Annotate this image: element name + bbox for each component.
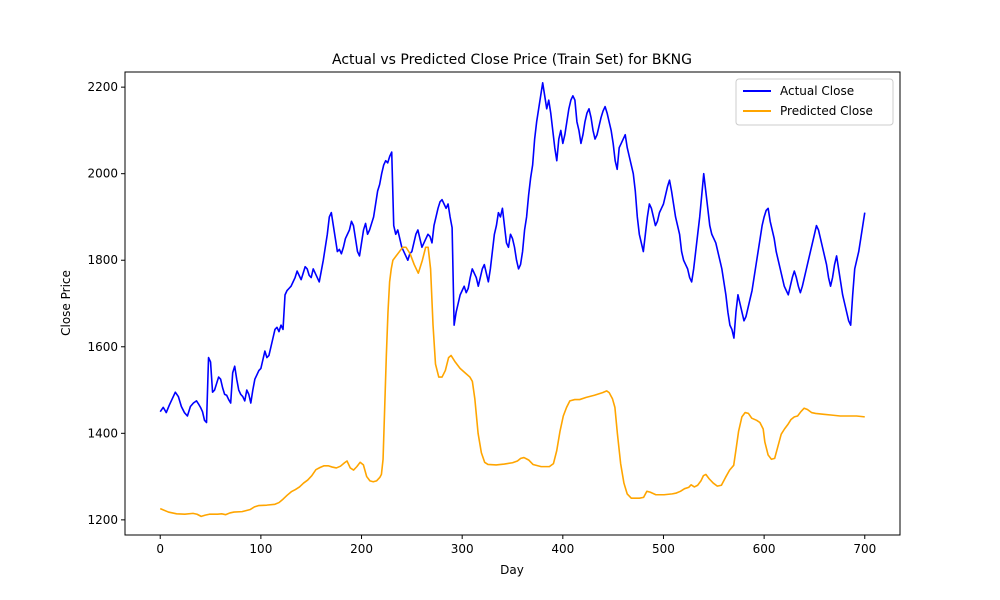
x-tick-label: 500 (652, 542, 675, 556)
y-tick-label: 1600 (87, 340, 118, 354)
x-tick-label: 700 (853, 542, 876, 556)
legend: Actual Close Predicted Close (735, 78, 894, 126)
x-tick-label: 0 (156, 542, 164, 556)
y-tick-label: 2000 (87, 167, 118, 181)
legend-frame (735, 78, 894, 126)
series-line-actual-close (159, 82, 866, 424)
x-tick-label: 400 (551, 542, 574, 556)
x-tick-label: 100 (249, 542, 272, 556)
legend-label-actual-close: Actual Close (780, 84, 854, 98)
x-tick-label: 200 (350, 542, 373, 556)
plot-frame (124, 71, 901, 536)
series-line-predicted-close (159, 246, 865, 518)
chart-title: Actual vs Predicted Close Price (Train S… (332, 52, 692, 68)
x-axis: 0 100 200 300 400 500 600 700 (156, 535, 876, 556)
plot-area (124, 71, 901, 536)
x-tick-label: 600 (753, 542, 776, 556)
y-tick-label: 2200 (87, 80, 118, 94)
y-tick-label: 1400 (87, 426, 118, 440)
y-axis-title: Close Price (59, 270, 73, 336)
x-axis-title: Day (500, 563, 524, 577)
x-tick-label: 300 (451, 542, 474, 556)
y-axis: 1200 1400 1600 1800 2000 2200 (87, 80, 125, 527)
y-tick-label: 1800 (87, 253, 118, 267)
series-layer (159, 82, 866, 518)
legend-label-predicted-close: Predicted Close (780, 104, 873, 118)
y-tick-label: 1200 (87, 513, 118, 527)
